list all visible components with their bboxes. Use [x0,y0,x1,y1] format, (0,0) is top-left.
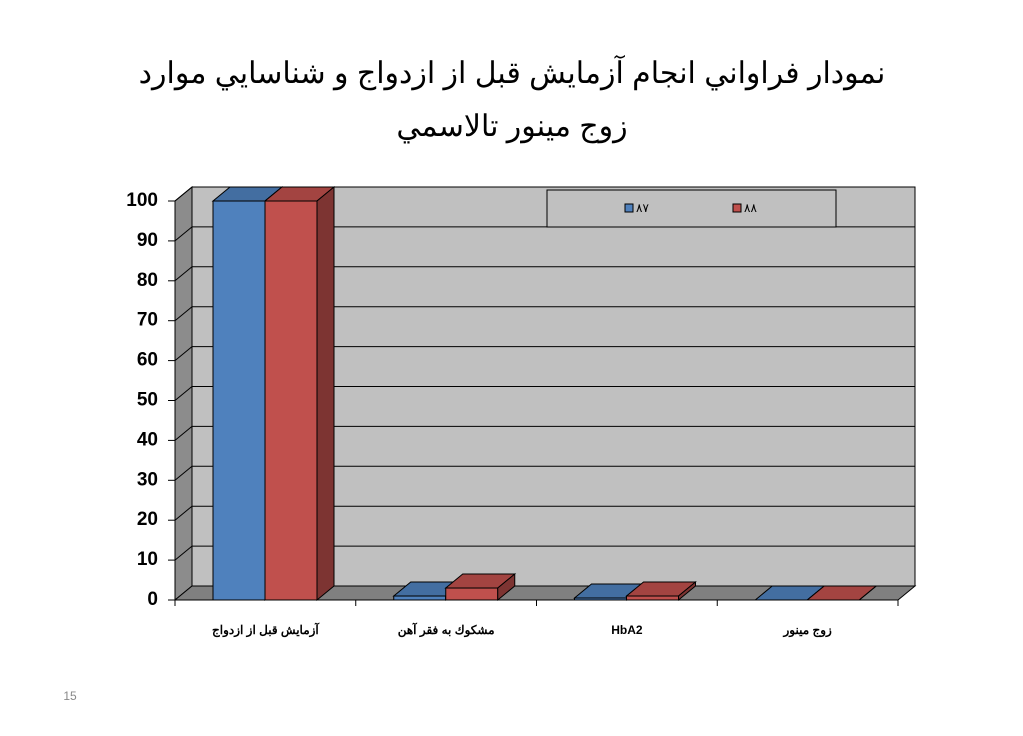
grid-line [174,226,193,242]
y-tick-label: 60 [137,350,158,371]
bar-side [497,572,516,602]
grid-line [174,186,193,202]
y-tick-label: 40 [137,429,158,450]
bar [264,200,318,601]
bar-side [678,580,696,602]
y-tick-label: 30 [137,469,158,490]
grid-line [174,346,193,361]
title-line: نمودار فراواني انجام آزمايش قبل از ازدوا… [139,54,886,91]
grid-line [174,306,193,322]
bar [393,595,447,601]
grid-line [174,426,193,441]
plot: 0 10 20 30 40 50 60 70 80 90 100 آزمايش قبل از ازدو… [126,185,915,638]
y-tick-label: 20 [137,509,158,530]
bar [626,595,679,601]
grid-line [174,266,193,282]
y-tick-label: 80 [137,270,158,291]
bar [445,587,499,601]
grid-line [174,386,193,401]
legend-swatch [732,203,742,213]
bar [212,200,266,601]
legend-label: ٨٧ [636,201,649,215]
x-tick-label: زوج مينور [782,623,832,638]
y-tick-label: 100 [126,190,158,211]
x-tick-label: HbA2 [611,623,643,637]
bar-side [316,185,335,602]
page-number: 15 [63,689,77,703]
grid-line [174,505,193,521]
legend-swatch [624,203,634,213]
y-tick-label: 50 [137,390,158,411]
x-tick-label: مشكوك به فقر آهن [398,621,495,638]
legend-label: ٨٨ [744,201,757,215]
x-tick-label: آزمايش قبل از ازدواج [212,621,320,638]
title-line: زوج مينور تالاسمي [396,110,627,144]
legend-box [546,189,837,228]
grid-line [174,545,193,561]
grid-line [174,465,193,481]
y-tick-label: 10 [137,549,158,570]
legend: ٨٧ ٨٨ [546,189,837,228]
bar-side [858,585,877,601]
y-tick-label: 0 [147,589,158,610]
y-tick-label: 70 [137,310,158,331]
y-tick-label: 90 [137,230,158,251]
